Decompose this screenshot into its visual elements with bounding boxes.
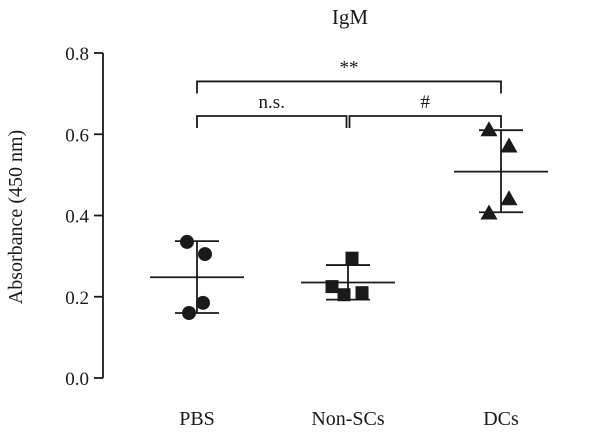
y-tick-label: 0.0 — [65, 369, 89, 390]
significance-bracket — [348, 115, 502, 128]
data-point-square — [325, 280, 339, 294]
significance-label: n.s. — [259, 92, 285, 113]
plot-area: 0.0 0.2 0.4 0.6 0.8 PBS Non-SCs DCs ** n.s. # — [65, 44, 548, 430]
data-point-triangle — [500, 190, 518, 206]
y-tick-label: 0.8 — [65, 44, 89, 65]
x-category-label: DCs — [483, 408, 519, 430]
x-category-label: PBS — [179, 408, 215, 430]
y-tick-label: 0.2 — [65, 288, 89, 309]
chart-title: IgM — [332, 5, 368, 29]
significance-bracket — [196, 80, 502, 94]
y-tick-label: 0.6 — [65, 125, 89, 146]
significance-bracket — [196, 115, 348, 128]
y-axis-label: Absorbance (450 nm) — [5, 130, 27, 304]
x-category-label: Non-SCs — [311, 408, 385, 430]
data-point-circle — [180, 234, 194, 249]
data-point-square — [345, 251, 359, 265]
data-point-triangle — [480, 121, 498, 137]
data-point-square — [337, 288, 351, 302]
data-point-square — [355, 286, 369, 300]
data-point-circle — [198, 247, 212, 262]
significance-label: # — [421, 92, 431, 113]
data-point-triangle — [480, 204, 498, 220]
data-point-circle — [182, 306, 196, 320]
significance-label: ** — [340, 57, 359, 78]
data-point-circle — [196, 295, 210, 310]
y-tick-label: 0.4 — [65, 207, 89, 228]
data-point-triangle — [500, 137, 518, 153]
